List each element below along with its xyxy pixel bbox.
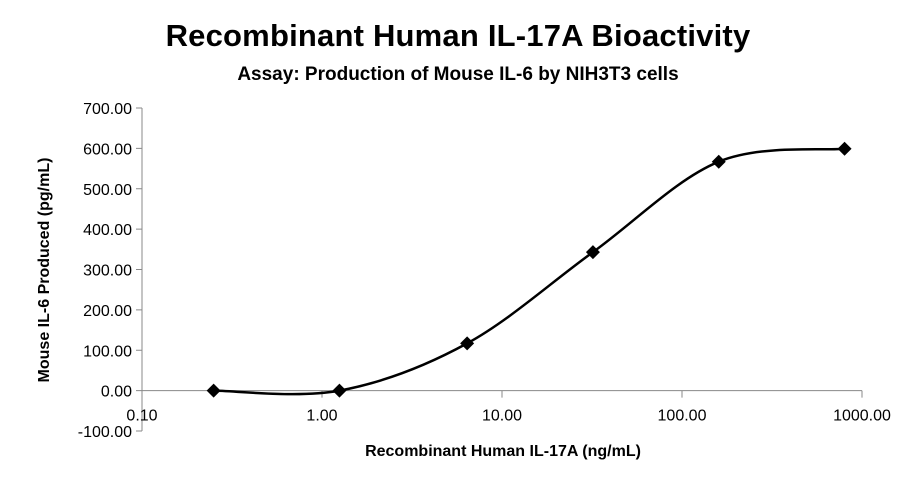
y-tick-label: 300.00	[83, 263, 132, 280]
data-point-marker	[206, 383, 221, 398]
y-tick-label: 0.00	[101, 384, 132, 401]
y-tick-label: 600.00	[83, 141, 132, 158]
y-axis-label: Mouse IL-6 Produced (pg/mL)	[36, 158, 53, 383]
series-curve	[213, 147, 845, 396]
tick-labels: -100.00 0.00 100.00 200.00 300.00 400.00 500.0…	[78, 101, 891, 441]
x-tick-label: 1.00	[306, 408, 337, 425]
y-tick-label: -100.00	[78, 424, 132, 441]
data-point-marker	[460, 336, 475, 351]
x-tick-label: 100.00	[658, 408, 707, 425]
x-axis-label: Recombinant Human IL-17A (ng/mL)	[365, 443, 641, 460]
y-tick-label: 100.00	[83, 343, 132, 360]
y-tick-label: 400.00	[83, 222, 132, 239]
data-point-marker	[837, 141, 852, 156]
data-point-marker	[332, 383, 347, 398]
x-tick-label: 1000.00	[833, 408, 891, 425]
data-point-marker	[585, 245, 600, 260]
chart-title: Recombinant Human IL-17A Bioactivity	[165, 18, 751, 53]
x-tick-label: 10.00	[482, 408, 522, 425]
data-point-marker	[711, 154, 726, 169]
y-tick-label: 200.00	[83, 303, 132, 320]
x-tick-label: 0.10	[126, 408, 157, 425]
y-tick-label: 700.00	[83, 101, 132, 118]
y-tick-label: 500.00	[83, 182, 132, 199]
chart-subtitle: Assay: Production of Mouse IL-6 by NIH3T…	[237, 64, 679, 85]
axes	[136, 107, 863, 432]
data-points	[206, 141, 852, 398]
